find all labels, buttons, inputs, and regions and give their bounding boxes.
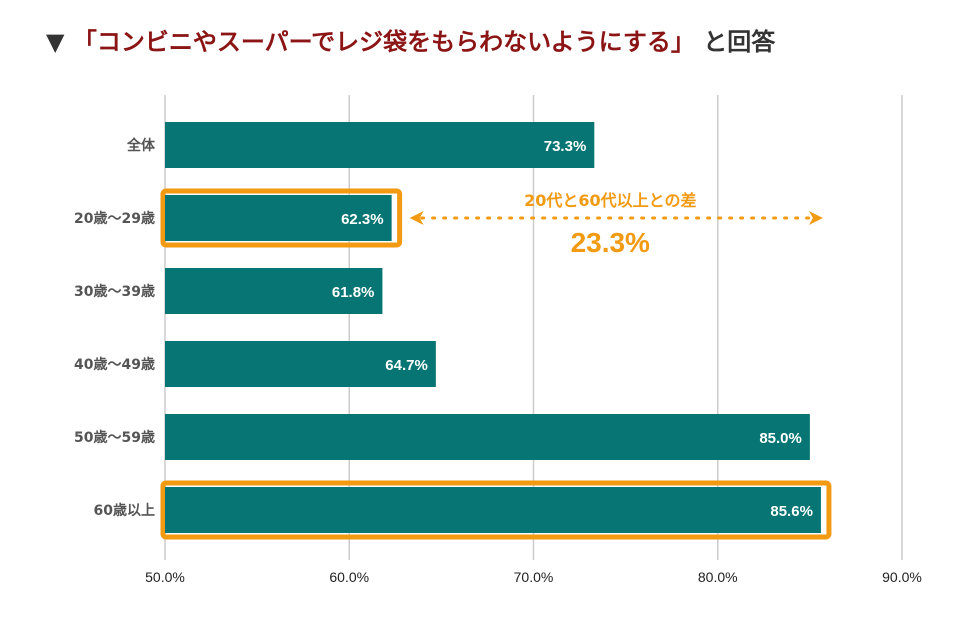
title-quote: 「コンビニやスーパーでレジ袋をもらわないようにする」: [72, 28, 695, 56]
data-label: 85.0%: [759, 430, 802, 447]
bar: [165, 195, 392, 241]
difference-annotation: 20代と60代以上との差 23.3%: [409, 191, 823, 258]
x-tick-label: 70.0%: [514, 569, 554, 585]
arrow-right-icon: [808, 211, 823, 225]
bar: [165, 268, 383, 314]
triangle-marker-icon: ▼: [46, 28, 65, 56]
x-tick-label: 90.0%: [882, 569, 922, 585]
x-tick-label: 80.0%: [698, 569, 738, 585]
highlight-frame: [160, 188, 403, 248]
category-label: 30歳〜39歳: [74, 283, 155, 300]
arrow-left-icon: [409, 211, 424, 225]
category-label: 50歳〜59歳: [74, 429, 155, 446]
x-axis-tick-labels: 50.0% 60.0% 70.0% 80.0% 90.0%: [145, 569, 922, 585]
data-label: 73.3%: [544, 138, 587, 155]
bar: [165, 487, 821, 533]
annotation-value: 23.3%: [571, 227, 650, 258]
bar: [165, 341, 436, 387]
data-label: 62.3%: [341, 211, 384, 228]
category-label: 20歳〜29歳: [74, 210, 155, 227]
x-tick-label: 50.0%: [145, 569, 185, 585]
highlight-frame: [160, 480, 832, 540]
category-label: 全体: [126, 137, 156, 154]
chart-title: ▼ 「コンビニやスーパーでレジ袋をもらわないようにする」 と回答: [46, 22, 775, 57]
bar: [165, 414, 810, 460]
data-label: 61.8%: [332, 284, 375, 301]
annotation-label: 20代と60代以上との差: [524, 191, 696, 210]
category-label: 40歳〜49歳: [74, 356, 155, 373]
category-labels: 全体 20歳〜29歳 30歳〜39歳 40歳〜49歳 50歳〜59歳 60歳以上: [74, 137, 156, 519]
bar: [165, 122, 595, 168]
title-suffix: と回答: [703, 28, 776, 56]
data-label: 64.7%: [385, 357, 428, 374]
x-tick-label: 60.0%: [329, 569, 369, 585]
data-label: 85.6%: [770, 503, 813, 520]
bars: 73.3% 62.3% 61.8% 64.7% 85.0% 85.6%: [160, 122, 832, 540]
category-label: 60歳以上: [94, 502, 155, 519]
